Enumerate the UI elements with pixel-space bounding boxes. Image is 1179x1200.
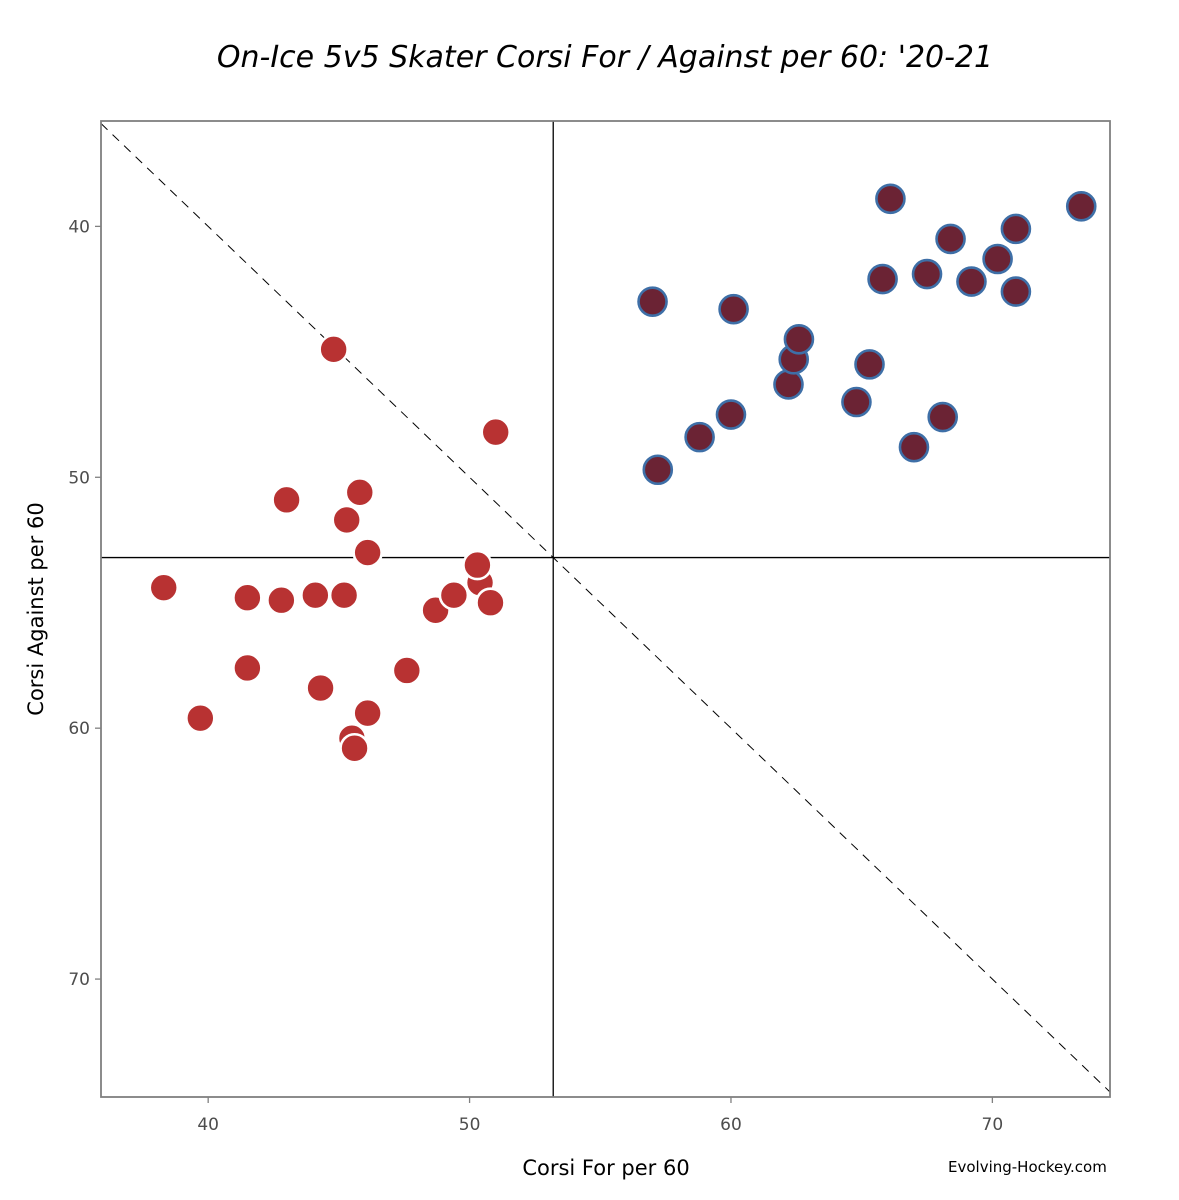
x-tick-label: 60 bbox=[720, 1115, 742, 1135]
y-tick-label: 40 bbox=[68, 217, 90, 237]
y-axis-title: Corsi Against per 60 bbox=[24, 502, 48, 715]
data-point bbox=[300, 579, 331, 611]
data-point bbox=[344, 477, 376, 508]
data-point bbox=[956, 266, 987, 297]
data-point bbox=[982, 243, 1013, 275]
reference-lines bbox=[100, 121, 1111, 1097]
data-point bbox=[148, 572, 180, 603]
x-tick-label: 50 bbox=[459, 1115, 481, 1135]
data-point bbox=[271, 484, 302, 516]
y-tick-label: 70 bbox=[68, 970, 90, 990]
data-point bbox=[232, 652, 263, 684]
data-point bbox=[331, 504, 363, 536]
data-point bbox=[339, 732, 370, 764]
data-point bbox=[715, 399, 747, 430]
data-point bbox=[718, 293, 749, 325]
data-point bbox=[266, 584, 297, 616]
data-points bbox=[148, 183, 1097, 764]
plot-frame bbox=[100, 120, 1111, 1098]
y-tick-label: 50 bbox=[68, 468, 90, 488]
data-point bbox=[1000, 276, 1032, 307]
data-point bbox=[867, 263, 898, 295]
data-point bbox=[305, 672, 336, 704]
data-point bbox=[927, 401, 959, 433]
y-tick-label: 60 bbox=[68, 719, 90, 739]
x-tick-label: 70 bbox=[982, 1115, 1004, 1135]
data-point bbox=[642, 454, 674, 486]
y-axis: 40 50 60 70 bbox=[68, 217, 101, 990]
x-axis-title: Corsi For per 60 bbox=[522, 1156, 689, 1180]
data-point bbox=[352, 697, 383, 729]
data-point bbox=[783, 323, 815, 355]
data-point bbox=[480, 416, 512, 448]
data-point bbox=[352, 537, 383, 568]
x-tick-label: 40 bbox=[197, 1115, 219, 1135]
data-point bbox=[475, 587, 506, 619]
data-point bbox=[637, 286, 668, 317]
data-point bbox=[854, 349, 885, 380]
data-point bbox=[1000, 213, 1032, 245]
watermark-label: Evolving-Hockey.com bbox=[948, 1158, 1107, 1176]
data-point bbox=[391, 655, 423, 686]
data-point bbox=[911, 258, 943, 290]
chart-title: On-Ice 5v5 Skater Corsi For / Against pe… bbox=[216, 40, 994, 75]
data-point bbox=[841, 386, 872, 418]
data-point bbox=[875, 183, 906, 215]
x-axis: 40 50 60 70 bbox=[197, 1097, 1003, 1135]
data-point bbox=[232, 582, 263, 614]
data-point bbox=[462, 549, 493, 581]
data-point bbox=[935, 223, 966, 255]
data-point bbox=[898, 431, 930, 463]
data-point bbox=[438, 579, 470, 611]
data-point bbox=[185, 702, 216, 734]
data-point bbox=[773, 369, 804, 400]
data-point bbox=[318, 334, 349, 365]
data-point bbox=[328, 579, 360, 611]
data-point bbox=[1065, 191, 1097, 222]
data-point bbox=[684, 421, 715, 453]
